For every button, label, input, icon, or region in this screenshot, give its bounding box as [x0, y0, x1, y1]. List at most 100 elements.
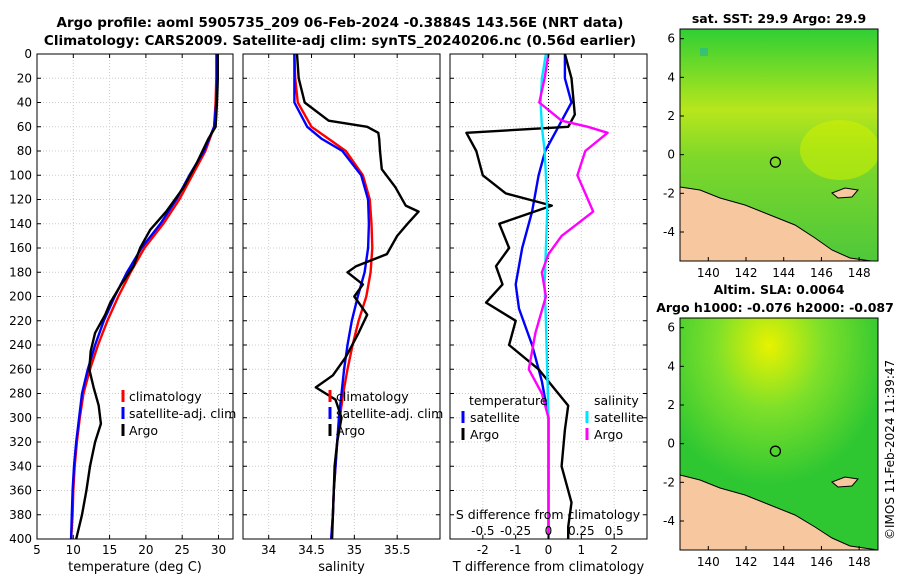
- legend-label: Argo: [129, 423, 158, 438]
- map-x-tick-label: 140: [697, 266, 720, 280]
- y-tick-label: 340: [9, 459, 32, 473]
- sla-map-frame: [679, 317, 879, 551]
- y-tick-label: 180: [9, 265, 32, 279]
- map-x-tick-label: 144: [772, 555, 795, 569]
- x-tick-label: 35: [347, 543, 362, 557]
- top-tick-label: 0.25: [568, 524, 595, 538]
- map-y-tick-label: 2: [667, 398, 675, 412]
- map-x-tick-label: 142: [735, 266, 758, 280]
- x-axis-label: temperature (deg C): [68, 560, 202, 575]
- y-tick-label: 320: [9, 435, 32, 449]
- top-axis-label: S difference from climatology: [456, 507, 641, 522]
- sst-map-ticks: 140 142 144 146 148 6 4 2 0 -2 -4: [663, 32, 871, 280]
- sla-map-ticks: 140 142 144 146 148 6 4 2 0 -2 -4: [663, 321, 871, 569]
- sla-island: [831, 476, 859, 488]
- y-tick-label: 100: [9, 168, 32, 182]
- salinity-panel: 34 34.5 35 35.5 salinity climatology satellite…: [242, 53, 443, 575]
- sla-map-subtitle: Argo h1000: -0.076 h2000: -0.087: [656, 300, 894, 315]
- y-tick-label: 40: [17, 96, 32, 110]
- imos-credit: ©IMOS 11-Feb-2024 11:39:47: [883, 360, 897, 540]
- figure-title-line2: Climatology: CARS2009. Satellite-adj cli…: [44, 33, 636, 49]
- map-y-tick-label: 0: [667, 148, 675, 162]
- sst-warm-patch: [800, 120, 878, 180]
- series-line-argo: [75, 54, 220, 540]
- series-line-salinity-argo: [527, 53, 609, 539]
- sst-map-title: sat. SST: 29.9 Argo: 29.9: [692, 11, 866, 26]
- series-line-temperature-argo: [465, 53, 576, 539]
- legend-label: satellite-adj. clim: [336, 406, 443, 421]
- sst-island: [831, 187, 859, 199]
- legend-label: satellite: [594, 410, 644, 425]
- series-line-satellite-adj-clim: [69, 54, 219, 540]
- x-tick-label: 15: [102, 543, 117, 557]
- difference-panel: -2 -1 0 1 2 T difference from climatology temp…: [449, 53, 648, 575]
- series-line-salinity-satellite: [539, 53, 550, 539]
- x-tick-label: 35.5: [384, 543, 411, 557]
- y-tick-label: 60: [17, 120, 32, 134]
- x-tick-label: 1: [578, 543, 586, 557]
- y-tick-label: 140: [9, 217, 32, 231]
- sla-map-title: Altim. SLA: 0.0064: [714, 282, 845, 297]
- map-x-tick-label: 142: [735, 555, 758, 569]
- y-tick-label: 20: [17, 71, 32, 85]
- legend-label: climatology: [129, 389, 202, 404]
- map-y-tick-label: 4: [667, 359, 675, 373]
- y-tick-label: 380: [9, 508, 32, 522]
- y-tick-label: 260: [9, 362, 32, 376]
- series-line-climatology: [69, 54, 218, 540]
- map-x-tick-label: 146: [810, 266, 833, 280]
- legend-label: climatology: [336, 389, 409, 404]
- y-tick-label: 200: [9, 290, 32, 304]
- map-y-tick-label: 6: [667, 321, 675, 335]
- y-tick-label: 0: [24, 47, 32, 61]
- sst-map: sat. SST: 29.9 Argo: 29.9 140 142 144 146 14…: [663, 11, 879, 280]
- x-tick-label: 5: [33, 543, 41, 557]
- sst-land-new-guinea: [680, 186, 878, 261]
- y-tick-label: 300: [9, 411, 32, 425]
- x-tick-label: 30: [211, 543, 226, 557]
- legend-label: satellite: [470, 410, 520, 425]
- legend-title-salinity: salinity: [594, 393, 639, 408]
- y-tick-label: 240: [9, 338, 32, 352]
- map-y-tick-label: -4: [663, 225, 675, 239]
- legend-label: Argo: [594, 427, 623, 442]
- legend-label: Argo: [336, 423, 365, 438]
- sst-map-frame: [679, 28, 879, 262]
- map-x-tick-label: 148: [848, 266, 871, 280]
- map-y-tick-label: -4: [663, 514, 675, 528]
- sla-land-new-guinea: [680, 474, 878, 550]
- plot-frame: [36, 53, 234, 540]
- top-tick-label: 0: [545, 524, 553, 538]
- top-tick-label: -0.5: [471, 524, 494, 538]
- series-line-argo: [295, 53, 420, 540]
- map-y-tick-label: 4: [667, 70, 675, 84]
- top-tick-label: -0.25: [500, 524, 531, 538]
- y-tick-label: 220: [9, 314, 32, 328]
- x-tick-label: 10: [66, 543, 81, 557]
- map-y-tick-label: -2: [663, 186, 675, 200]
- map-y-tick-label: 0: [667, 437, 675, 451]
- x-axis-label: salinity: [318, 560, 365, 575]
- y-tick-label: 120: [9, 193, 32, 207]
- map-x-tick-label: 148: [848, 555, 871, 569]
- sst-argo-marker: [769, 156, 782, 168]
- x-tick-label: 25: [175, 543, 190, 557]
- x-axis-label: T difference from climatology: [452, 560, 645, 575]
- top-tick-label: 0.5: [605, 524, 624, 538]
- sla-argo-marker: [769, 445, 782, 457]
- temperature-panel: 5 10 15 20 25 30 temperature (deg C) 0 20 40 60 80 1…: [9, 47, 236, 575]
- figure-title-line1: Argo profile: aoml 5905735_209 06-Feb-20…: [57, 15, 624, 31]
- map-y-tick-label: -2: [663, 475, 675, 489]
- map-x-tick-label: 146: [810, 555, 833, 569]
- plot-frame: [242, 53, 441, 540]
- x-tick-label: 34: [261, 543, 276, 557]
- legend-label: Argo: [470, 427, 499, 442]
- y-tick-label: 400: [9, 532, 32, 546]
- map-y-tick-label: 6: [667, 32, 675, 46]
- x-tick-label: -1: [510, 543, 522, 557]
- y-tick-label: 360: [9, 484, 32, 498]
- map-y-tick-label: 2: [667, 109, 675, 123]
- legend-title-temperature: temperature: [469, 393, 548, 408]
- x-tick-label: 20: [138, 543, 153, 557]
